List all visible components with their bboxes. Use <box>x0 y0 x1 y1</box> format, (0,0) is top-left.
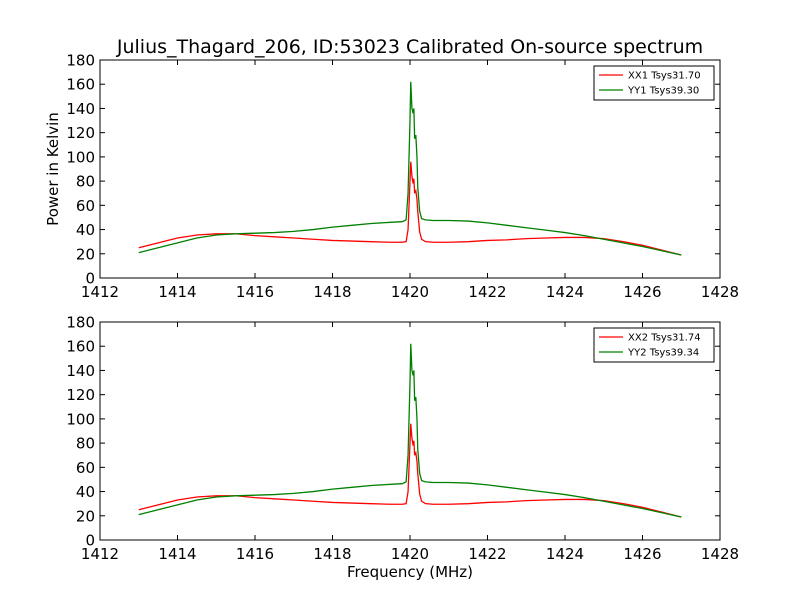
y-tick-label: 40 <box>76 221 95 239</box>
x-tick-label: 1420 <box>391 545 429 563</box>
series-line-1-1 <box>138 161 682 256</box>
plot-panel-2: 1412 1414 1416 1418 1420 1422 1424 1426 1428 0 20 4… <box>66 314 739 582</box>
x-tick-label: 1424 <box>546 283 584 301</box>
x-tick-label: 1412 <box>81 545 119 563</box>
x-tick-label: 1420 <box>391 283 429 301</box>
y-tick-label: 60 <box>76 459 95 477</box>
legend-entry-label: YY1 Tsys39.30 <box>627 86 699 97</box>
series-line-1-2 <box>138 81 682 256</box>
legend-entry-label: XX1 Tsys31.70 <box>628 71 701 82</box>
legend: XX1 Tsys31.70 YY1 Tsys39.30 <box>593 65 715 101</box>
y-tick-label: 180 <box>66 314 95 332</box>
y-tick-label: 20 <box>76 245 95 263</box>
x-tick-label: 1428 <box>701 283 739 301</box>
y-tick-label: 100 <box>66 410 95 428</box>
y-tick-label: 40 <box>76 483 95 501</box>
legend-box <box>593 327 715 363</box>
x-tick-label: 1424 <box>546 545 584 563</box>
x-tick-label: 1426 <box>623 545 661 563</box>
y-tick-label: 80 <box>76 435 95 453</box>
legend-box <box>593 65 715 101</box>
y-tick-label: 160 <box>66 76 95 94</box>
legend-entry-label: XX2 Tsys31.74 <box>628 333 701 344</box>
x-tick-label: 1412 <box>81 283 119 301</box>
figure-title: Julius_Thagard_206, ID:53023 Calibrated … <box>116 36 703 58</box>
x-tick-label: 1414 <box>158 545 196 563</box>
x-tick-label: 1422 <box>468 545 506 563</box>
plot-panel-1: 1412 1414 1416 1418 1420 1422 1424 1426 1428 0 20 4… <box>44 52 739 302</box>
y-tick-label: 20 <box>76 507 95 525</box>
legend-entry-label: YY2 Tsys39.34 <box>627 348 699 359</box>
y-tick-label: 180 <box>66 52 95 70</box>
y-tick-label: 160 <box>66 338 95 356</box>
x-tick-label: 1414 <box>158 283 196 301</box>
y-tick-label: 60 <box>76 197 95 215</box>
y-tick-label: 0 <box>85 532 95 550</box>
y-tick-label: 100 <box>66 148 95 166</box>
series-line-2-2 <box>138 343 682 518</box>
x-tick-label: 1426 <box>623 283 661 301</box>
y-tick-label: 80 <box>76 173 95 191</box>
x-tick-label: 1416 <box>236 283 274 301</box>
y-tick-label: 120 <box>66 124 95 142</box>
y-tick-label: 140 <box>66 362 95 380</box>
x-tick-label: 1418 <box>313 283 351 301</box>
legend: XX2 Tsys31.74 YY2 Tsys39.34 <box>593 327 715 363</box>
series-line-2-1 <box>138 423 682 518</box>
x-tick-label: 1418 <box>313 545 351 563</box>
x-axis-label: Frequency (MHz) <box>347 563 473 581</box>
y-axis-label: Power in Kelvin <box>44 112 62 226</box>
y-tick-label: 0 <box>85 270 95 288</box>
x-tick-label: 1422 <box>468 283 506 301</box>
y-tick-label: 140 <box>66 100 95 118</box>
x-tick-label: 1428 <box>701 545 739 563</box>
x-tick-label: 1416 <box>236 545 274 563</box>
y-tick-label: 120 <box>66 386 95 404</box>
